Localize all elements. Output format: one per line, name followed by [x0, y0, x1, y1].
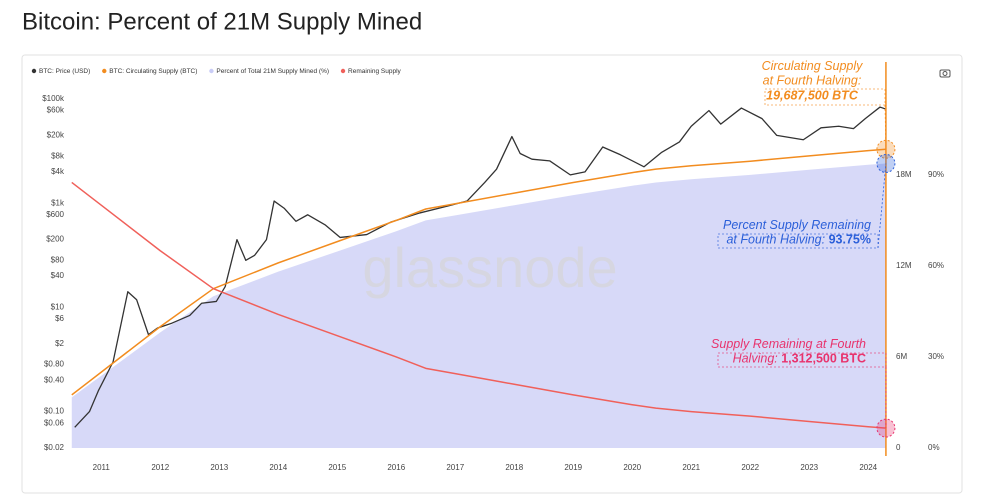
annotation-box	[764, 88, 886, 106]
annotation-value: 1,312,500 BTC	[781, 352, 866, 366]
x-tick-label: 2019	[564, 463, 582, 472]
legend-dot	[31, 68, 37, 74]
annotation-text: at Fourth Halving: 93.75%	[726, 233, 871, 247]
x-tick-label: 2018	[505, 463, 523, 472]
y2-tick-label: 6M	[896, 352, 907, 361]
legend-dot	[102, 68, 107, 74]
annotation-box	[717, 233, 879, 249]
legend-dot	[209, 68, 214, 74]
y2-tick-label: 0	[896, 443, 901, 452]
y-tick-label: $100k	[42, 94, 65, 103]
legend-label: Percent of Total 21M Supply Mined (%)	[216, 68, 329, 75]
legend-label: BTC: Circulating Supply (BTC)	[109, 68, 197, 75]
x-tick-label: 2013	[210, 463, 228, 472]
halving-marker	[876, 153, 896, 173]
y-tick-label: $0.02	[44, 443, 65, 452]
y-tick-label: $0.10	[44, 407, 65, 416]
x-tick-label: 2023	[800, 463, 818, 472]
halving-marker	[876, 418, 896, 438]
y3-tick-label: 90%	[928, 170, 944, 179]
annotation-text: Circulating Supply	[762, 59, 863, 73]
y-tick-label: $600	[46, 210, 64, 219]
y2-tick-label: 18M	[896, 170, 912, 179]
y-tick-label: $2	[55, 339, 64, 348]
annotation-text: Supply Remaining at Fourth	[711, 337, 866, 351]
y-tick-label: $4k	[51, 167, 65, 176]
y-tick-label: $40	[51, 271, 65, 280]
annotation-line: Circulating Supply	[762, 59, 863, 73]
x-tick-label: 2017	[446, 463, 464, 472]
y-tick-label: $0.80	[44, 360, 65, 369]
y3-tick-label: 0%	[928, 443, 940, 452]
x-tick-label: 2024	[859, 463, 877, 472]
annotation-line: at Fourth Halving:	[726, 233, 828, 247]
watermark: glassnode	[362, 236, 617, 299]
x-tick-label: 2014	[269, 463, 287, 472]
legend-label: Remaining Supply	[348, 68, 402, 75]
annotation-text: Halving: 1,312,500 BTC	[733, 352, 866, 366]
y-tick-label: $1k	[51, 198, 65, 207]
annotation-text: Percent Supply Remaining	[723, 218, 871, 232]
x-tick-label: 2022	[741, 463, 759, 472]
x-tick-label: 2011	[93, 463, 111, 472]
annotation-text: at Fourth Halving:	[763, 74, 862, 88]
x-tick-label: 2012	[151, 463, 169, 472]
y3-tick-label: 30%	[928, 352, 944, 361]
y-tick-label: $0.40	[44, 375, 65, 384]
annotation-line: Percent Supply Remaining	[723, 218, 871, 232]
y-tick-label: $10	[51, 302, 65, 311]
y-tick-label: $20k	[47, 131, 65, 140]
x-tick-label: 2016	[387, 463, 405, 472]
x-tick-label: 2020	[623, 463, 641, 472]
camera-lens	[942, 71, 948, 76]
annotation-leader	[884, 104, 887, 150]
camera-body	[939, 69, 951, 78]
series-line	[71, 148, 886, 396]
chart-title: Bitcoin: Percent of 21M Supply Mined	[22, 8, 422, 35]
annotation-value: 93.75%	[829, 233, 871, 247]
percent-area	[71, 163, 886, 448]
legend-label: BTC: Price (USD)	[39, 68, 90, 75]
y-tick-label: $8k	[51, 151, 65, 160]
legend-dot	[340, 68, 346, 74]
annotation-line: Supply Remaining at Fourth	[711, 337, 866, 351]
annotation-line: Halving:	[733, 352, 782, 366]
y-tick-label: $60k	[47, 106, 65, 115]
annotation-box	[717, 352, 887, 368]
annotation-value: 19,687,500 BTC	[766, 88, 859, 102]
x-tick-label: 2021	[682, 463, 700, 472]
y2-tick-label: 12M	[896, 261, 912, 270]
y-tick-label: $6	[55, 314, 64, 323]
halving-marker	[876, 139, 896, 159]
y-tick-label: $0.06	[44, 418, 65, 427]
annotation-line: at Fourth Halving:	[763, 74, 862, 88]
camera-icon[interactable]	[939, 69, 951, 78]
x-tick-label: 2015	[328, 463, 346, 472]
y-tick-label: $80	[51, 255, 65, 264]
series-line	[71, 181, 886, 429]
y3-tick-label: 60%	[928, 261, 944, 270]
y-tick-label: $200	[46, 235, 64, 244]
